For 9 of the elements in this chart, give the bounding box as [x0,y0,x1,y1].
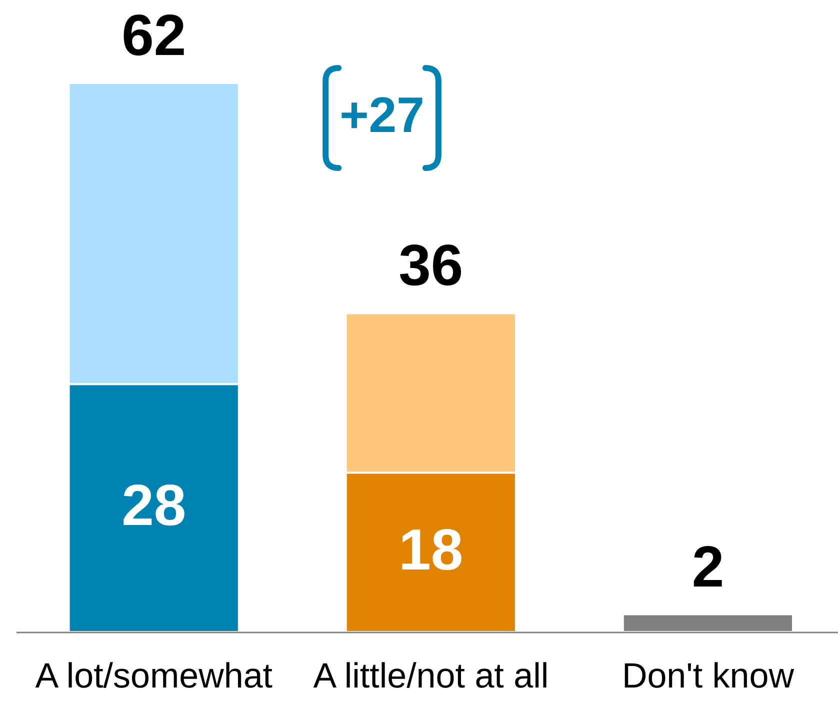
total-label: 2 [692,534,724,600]
x-tick-label: A little/not at all [313,656,549,696]
x-tick-label: Don't know [622,656,795,696]
data-label: 18 [398,517,464,582]
x-tick-label: A lot/somewhat [35,656,273,696]
total-label: 62 [122,3,186,68]
data-label: 28 [122,473,186,538]
total-label: 36 [398,233,464,298]
annotation: +27 [340,87,424,143]
